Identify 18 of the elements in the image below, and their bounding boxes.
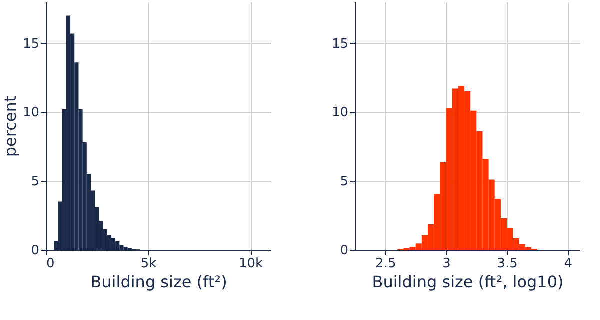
y-tick-label: 15 — [332, 36, 348, 52]
x-tick-label: 5k — [140, 256, 158, 272]
x-tick-label: 0 — [46, 256, 55, 272]
y-tick-label: 5 — [31, 174, 40, 190]
x-tick-label: 10k — [239, 256, 264, 272]
x-tick-label: 3 — [442, 256, 451, 272]
x-tick-label: 4 — [564, 256, 572, 272]
y-tick-label: 0 — [340, 244, 348, 258]
y-tick-label: 10 — [332, 106, 348, 121]
y-tick-label: 5 — [340, 174, 348, 190]
x-tick-label: 3.5 — [497, 256, 518, 272]
x-axis-title: Building size (ft², log10) — [372, 272, 564, 292]
y-tick-label: 10 — [22, 106, 40, 121]
y-tick-label: 15 — [22, 36, 40, 52]
y-axis-title: percent — [0, 96, 20, 158]
x-axis-title: Building size (ft²) — [90, 272, 228, 292]
y-tick-label: 0 — [31, 244, 40, 258]
x-tick-label: 2.5 — [376, 256, 396, 272]
